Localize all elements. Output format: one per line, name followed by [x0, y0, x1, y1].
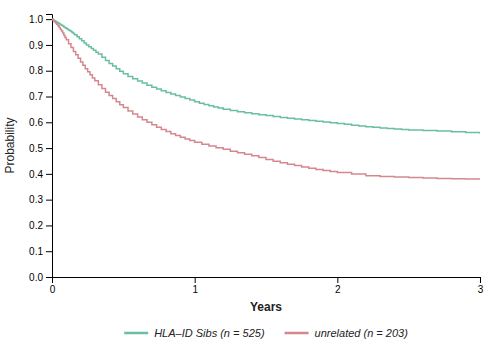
y-tick-label: 0.3 — [29, 194, 43, 205]
y-tick: 0.4 — [29, 169, 52, 180]
x-tick: 0 — [50, 277, 56, 295]
y-tick: 0.1 — [29, 246, 52, 257]
x-tick-mark — [337, 277, 338, 283]
y-tick: 0.9 — [29, 40, 52, 51]
series-group — [52, 19, 480, 179]
x-tick-label: 1 — [192, 284, 198, 295]
legend: HLA–ID Sibs (n = 525) unrelated (n = 203) — [124, 327, 408, 339]
y-axis-line — [46, 15, 53, 278]
y-tick-mark — [46, 200, 52, 201]
y-tick-mark — [46, 148, 52, 149]
chart: 0 1 2 3 0.0 0.1 0.2 0.3 0.4 0.5 0.6 0.7 0.8 0.9 1.0 Yea… — [0, 0, 500, 347]
y-tick-label: 0.0 — [29, 272, 43, 283]
y-tick-mark — [46, 251, 52, 252]
y-tick-mark — [46, 122, 52, 123]
x-tick-label: 2 — [335, 284, 341, 295]
x-tick: 1 — [192, 277, 198, 295]
x-axis-line — [53, 278, 481, 284]
y-tick: 0.3 — [29, 194, 52, 205]
x-tick: 3 — [478, 277, 484, 295]
y-tick-mark — [46, 174, 52, 175]
survival-curve — [52, 19, 480, 179]
plot: 0 1 2 3 0.0 0.1 0.2 0.3 0.4 0.5 0.6 0.7 0.8 0.9 1.0 — [29, 14, 484, 295]
y-tick-label: 0.2 — [29, 220, 43, 231]
y-tick-mark — [46, 19, 52, 20]
y-tick-label: 1.0 — [29, 14, 43, 25]
y-tick: 0.2 — [29, 220, 52, 231]
x-tick-label: 3 — [478, 284, 484, 295]
y-tick-mark — [46, 45, 52, 46]
y-tick-mark — [46, 71, 52, 72]
x-axis: 0 1 2 3 — [50, 277, 484, 295]
x-tick-label: 0 — [50, 284, 56, 295]
legend-swatch — [124, 332, 148, 335]
x-tick-mark — [195, 277, 196, 283]
legend-label: HLA–ID Sibs (n = 525) — [154, 327, 265, 339]
legend-item: unrelated (n = 203) — [285, 327, 409, 339]
y-tick-label: 0.9 — [29, 40, 43, 51]
legend-label: unrelated (n = 203) — [315, 327, 409, 339]
y-tick: 0.8 — [29, 65, 52, 76]
survival-curve — [52, 19, 480, 133]
y-axis: 0.0 0.1 0.2 0.3 0.4 0.5 0.6 0.7 0.8 0.9 1.0 — [29, 14, 52, 283]
y-tick: 0.0 — [29, 272, 52, 283]
y-tick-label: 0.5 — [29, 143, 43, 154]
x-tick: 2 — [335, 277, 341, 295]
y-tick-mark — [46, 97, 52, 98]
y-tick: 0.6 — [29, 117, 52, 128]
x-tick-mark — [480, 277, 481, 283]
y-tick-label: 0.8 — [29, 65, 43, 76]
y-tick-label: 0.7 — [29, 91, 43, 102]
y-tick: 1.0 — [29, 14, 52, 25]
legend-item: HLA–ID Sibs (n = 525) — [124, 327, 265, 339]
y-tick-label: 0.1 — [29, 246, 43, 257]
legend-swatch — [285, 332, 309, 335]
y-tick-label: 0.6 — [29, 117, 43, 128]
y-axis-title: Probability — [3, 117, 17, 173]
x-axis-title: Years — [250, 300, 282, 314]
y-tick-mark — [46, 277, 52, 278]
y-tick: 0.5 — [29, 143, 52, 154]
y-tick-mark — [46, 225, 52, 226]
y-tick: 0.7 — [29, 91, 52, 102]
y-tick-label: 0.4 — [29, 169, 43, 180]
